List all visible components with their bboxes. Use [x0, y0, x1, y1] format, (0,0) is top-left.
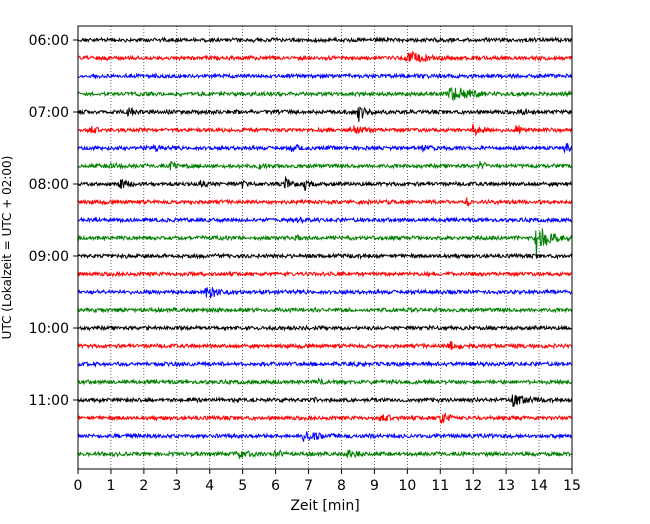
- x-tick-label: 13: [497, 478, 515, 494]
- trace-0615: [77, 50, 573, 63]
- x-tick-label: 0: [74, 478, 83, 494]
- trace-0745: [77, 161, 573, 171]
- trace-1000: [77, 323, 572, 332]
- trace-0715: [77, 123, 573, 137]
- trace-1100: [77, 394, 573, 407]
- y-tick-label: 07:00: [29, 105, 69, 121]
- trace-1030: [77, 360, 573, 368]
- trace-1130: [77, 431, 573, 442]
- trace-0815: [77, 196, 573, 207]
- trace-0645: [77, 87, 573, 102]
- trace-1015: [77, 341, 573, 351]
- trace-0730: [77, 143, 573, 154]
- y-tick-label: 08:00: [29, 177, 69, 193]
- x-tick-label: 15: [563, 478, 581, 494]
- x-tick-label: 12: [464, 478, 482, 494]
- y-axis: 06:00 07:00 08:00 09:00 10:00 11:00: [29, 33, 78, 409]
- trace-0900: [77, 252, 573, 261]
- y-tick-label: 10:00: [29, 321, 69, 337]
- x-tick-label: 11: [431, 478, 449, 494]
- x-tick-label: 7: [304, 478, 313, 494]
- trace-1045: [77, 377, 572, 386]
- y-tick-label: 11:00: [29, 393, 69, 409]
- trace-0600: [77, 36, 572, 44]
- x-tick-label: 4: [205, 478, 214, 494]
- trace-0700: [77, 105, 573, 123]
- plot-frame: [77, 25, 573, 470]
- x-tick-label: 14: [530, 478, 548, 494]
- trace-0915: [77, 270, 573, 278]
- x-tick-label: 9: [370, 478, 379, 494]
- trace-0930: [77, 287, 573, 299]
- x-tick-label: 5: [238, 478, 247, 494]
- trace-1145: [77, 448, 573, 459]
- trace-group: [77, 36, 573, 459]
- x-axis-label: Zeit [min]: [290, 498, 359, 514]
- x-tick-label: 6: [271, 478, 280, 494]
- trace-0945: [77, 306, 573, 314]
- x-tick-label: 3: [172, 478, 181, 494]
- trace-0830: [77, 216, 573, 225]
- x-tick-label: 2: [139, 478, 148, 494]
- y-tick-label: 09:00: [29, 249, 69, 265]
- trace-0630: [77, 72, 573, 80]
- trace-1115: [77, 412, 573, 424]
- trace-0845: [77, 228, 573, 259]
- x-tick-label: 1: [106, 478, 115, 494]
- x-tick-label: 10: [398, 478, 416, 494]
- y-tick-label: 06:00: [29, 33, 69, 49]
- grid-lines: [110, 26, 540, 469]
- x-tick-label: 8: [337, 478, 346, 494]
- trace-0800: [77, 176, 572, 191]
- y-axis-label: UTC (Lokalzeit = UTC + 02:00): [0, 156, 14, 340]
- x-axis: 0 1 2 3 4 5 6 7 8 9 10 11 12 13 14 15: [74, 469, 581, 494]
